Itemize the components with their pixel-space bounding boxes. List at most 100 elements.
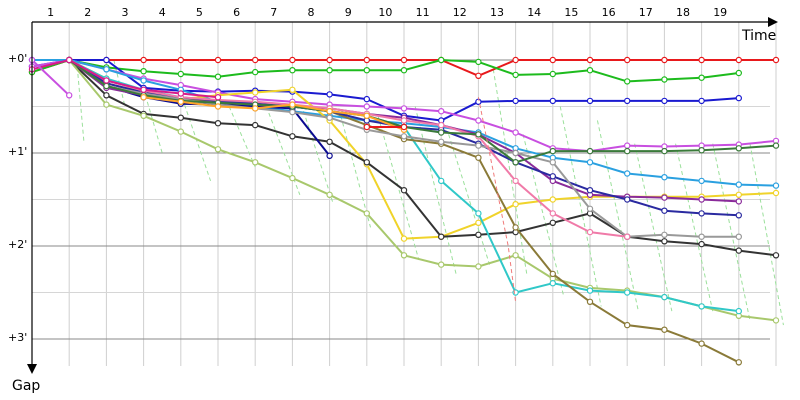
lap-line-18 (712, 143, 751, 321)
data-point-15-14 (549, 210, 557, 217)
series-20 (363, 123, 408, 131)
data-point-7-10 (400, 186, 408, 194)
data-point-7-6 (251, 121, 259, 129)
data-point-13-18 (698, 210, 705, 217)
data-point-4-13 (475, 117, 482, 124)
data-point-16-17 (661, 147, 668, 155)
data-point-3-18 (661, 97, 668, 105)
data-point-13-19 (735, 212, 743, 219)
data-point-20-2 (400, 123, 408, 131)
x-tick-label-4: 4 (159, 6, 166, 19)
data-point-5-3 (103, 66, 110, 73)
data-point-2-12 (438, 56, 445, 64)
data-point-9-16 (624, 289, 631, 296)
data-point-14-8 (326, 114, 333, 121)
data-point-6-20 (772, 189, 780, 197)
data-point-2-13 (475, 58, 482, 66)
x-tick-label-6: 6 (233, 6, 240, 19)
data-point-10-12 (475, 154, 482, 161)
data-point-16-14 (549, 147, 557, 155)
lap-line-15 (596, 120, 639, 312)
data-point-15-13 (512, 177, 519, 185)
lap-line-8 (340, 115, 372, 228)
data-point-19-4 (251, 105, 259, 112)
y-axis-title: Gap (12, 378, 40, 394)
data-point-10-13 (512, 224, 519, 231)
lap-line-11 (448, 134, 491, 265)
x-axis-title: Time (741, 28, 776, 44)
lap-line-9 (377, 115, 420, 261)
data-point-5-16 (586, 159, 594, 166)
lap-line-16 (634, 143, 673, 312)
data-point-2-17 (624, 78, 631, 85)
data-point-2-15 (549, 70, 557, 78)
data-point-3-10 (363, 95, 370, 103)
data-point-19-1 (140, 93, 147, 101)
data-point-2-16 (586, 66, 594, 74)
data-point-7-20 (772, 252, 780, 259)
data-point-1-20 (735, 56, 743, 64)
data-point-8-6 (251, 159, 259, 166)
data-point-10-16 (624, 321, 631, 329)
data-point-15-15 (586, 228, 594, 236)
data-point-13-17 (661, 207, 668, 214)
data-point-5-21 (772, 182, 780, 189)
x-tick-label-18: 18 (676, 6, 690, 19)
data-point-8-2 (103, 101, 110, 108)
lap-line-1 (76, 59, 85, 144)
series-line-17 (31, 59, 219, 99)
series-line-18 (31, 59, 70, 97)
y-tick-label-2: +2' (8, 238, 27, 251)
series-line-2 (31, 59, 739, 83)
data-point-2-8 (289, 66, 296, 74)
x-tick-label-5: 5 (196, 6, 203, 19)
series-line-16 (68, 59, 777, 164)
data-point-16-12 (475, 131, 482, 138)
data-point-7-5 (214, 119, 222, 127)
data-point-9-15 (586, 287, 594, 294)
data-point-20-1 (363, 123, 370, 131)
data-point-10-17 (661, 326, 668, 333)
data-point-17-3 (103, 77, 110, 84)
series-line-21 (477, 97, 517, 302)
data-point-7-8 (326, 138, 333, 145)
data-point-19-6 (326, 107, 333, 115)
data-point-2-9 (326, 66, 333, 74)
data-point-17-5 (177, 90, 184, 97)
data-point-9-17 (661, 293, 668, 301)
data-point-6-19 (735, 191, 743, 198)
data-point-12-17 (661, 194, 668, 201)
x-tick-label-8: 8 (308, 6, 315, 19)
grid (32, 22, 777, 366)
data-point-17-4 (140, 86, 147, 94)
data-point-19-5 (289, 101, 296, 108)
data-point-7-12 (475, 231, 482, 238)
x-tick-label-7: 7 (270, 6, 277, 19)
data-point-6-12 (475, 219, 482, 226)
x-axis-arrow (768, 17, 778, 27)
data-point-14-10 (400, 133, 408, 140)
data-point-8-13 (512, 252, 519, 259)
data-point-1-5 (177, 56, 184, 64)
data-point-8-12 (475, 263, 482, 270)
data-point-5-19 (698, 177, 705, 185)
data-point-17-6 (214, 93, 222, 101)
data-point-14-13 (512, 149, 519, 157)
data-point-3-16 (586, 97, 594, 105)
data-point-2-18 (661, 76, 668, 83)
data-point-10-14 (549, 270, 557, 278)
data-point-14-15 (586, 205, 594, 212)
data-point-7-17 (661, 238, 668, 245)
data-point-10-18 (698, 340, 705, 347)
data-point-16-13 (512, 159, 519, 166)
data-point-7-7 (289, 133, 296, 140)
data-point-7-2 (103, 92, 110, 99)
data-point-16-20 (772, 142, 780, 149)
data-point-9-19 (735, 307, 743, 315)
data-point-3-20 (735, 94, 743, 102)
data-point-4-12 (438, 107, 445, 115)
data-point-14-14 (549, 159, 557, 166)
x-tick-label-13: 13 (490, 6, 504, 19)
data-point-5-20 (735, 181, 743, 188)
x-tick-label-15: 15 (564, 6, 578, 19)
